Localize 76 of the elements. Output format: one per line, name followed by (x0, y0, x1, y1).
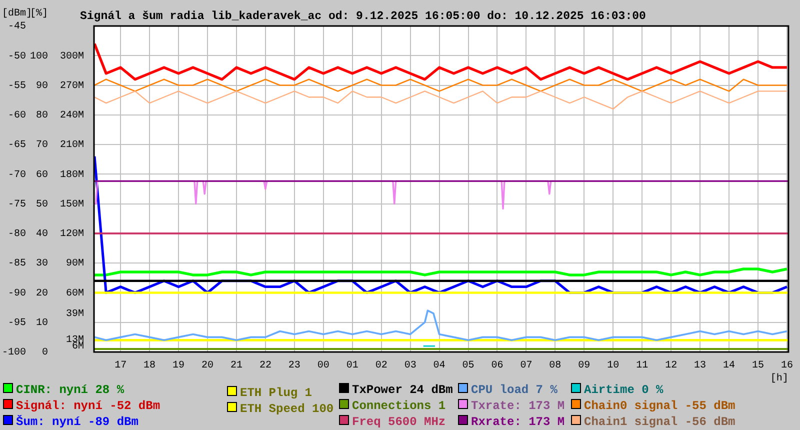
x-tick-label: 14 (723, 360, 736, 372)
y2-tick-label: 39M (66, 309, 84, 320)
x-tick-label: 03 (404, 360, 416, 372)
legend-label: Connections 1 (352, 399, 446, 413)
x-tick-label: 09 (578, 360, 590, 372)
legend-label: CPU load 7 % (471, 383, 558, 397)
y3-tick-label: 100 (30, 51, 48, 62)
y2-tick-label: 60M (66, 288, 84, 300)
y3-tick-label: 80 (36, 110, 48, 122)
y2-tick-label: 210M (60, 140, 84, 152)
x-tick-label: 06 (491, 360, 504, 372)
y-tick-label: -65 (8, 140, 26, 152)
x-tick-label: 11 (636, 360, 648, 372)
legend-label: Airtime 0 % (584, 383, 664, 397)
y3-tick-label: 20 (36, 288, 48, 300)
y2-tick-label: 90M (66, 258, 84, 270)
x-tick-label: 12 (665, 360, 678, 372)
x-tick-label: 02 (375, 360, 388, 372)
x-tick-label: 16 (780, 360, 793, 372)
x-tick-label: 18 (144, 360, 156, 372)
y-tick-label: -85 (8, 258, 26, 270)
y3-axis-title: [%] (30, 8, 48, 20)
y2-tick-label: 6M (72, 342, 84, 353)
x-tick-label: 08 (549, 360, 562, 372)
y-tick-label: -80 (8, 229, 26, 240)
x-tick-label: 10 (607, 360, 620, 372)
legend-label: TxPower 24 dBm (352, 383, 453, 397)
y3-tick-label: 10 (36, 318, 48, 330)
legend-label: Freq 5600 MHz (352, 415, 446, 429)
y3-tick-label: 30 (36, 258, 48, 270)
legend-label: Rxrate: 173 M (471, 415, 565, 429)
x-tick-label: 21 (230, 360, 242, 372)
y-tick-label: -75 (8, 199, 26, 210)
y3-tick-label: 60 (36, 170, 48, 181)
y-tick-label: -100 (2, 348, 26, 359)
x-tick-label: 15 (752, 360, 764, 372)
x-tick-label: 23 (288, 360, 300, 372)
y3-tick-label: 70 (36, 140, 48, 152)
x-tick-label: 20 (201, 360, 214, 372)
y-tick-label: -45 (8, 22, 26, 33)
legend-label: Chain1 signal -56 dBm (584, 415, 736, 429)
legend-label: Txrate: 173 M (471, 399, 565, 413)
y2-tick-label: 120M (60, 229, 84, 240)
y2-tick-label: 150M (60, 199, 84, 210)
y2-tick-label: 180M (60, 170, 84, 181)
x-tick-label: 17 (114, 360, 127, 372)
legend-label: Chain0 signal -55 dBm (584, 399, 736, 413)
y-tick-label: -70 (8, 170, 26, 181)
x-tick-label: 22 (259, 360, 272, 372)
y2-tick-label: 300M (60, 51, 84, 62)
x-tick-label: 19 (172, 360, 185, 372)
x-tick-label: 07 (520, 360, 532, 372)
y-tick-label: -90 (8, 288, 26, 300)
x-axis-title: [h] (770, 372, 788, 385)
x-tick-label: 00 (317, 360, 330, 372)
legend-label: Šum: nyní -89 dBm (16, 415, 138, 429)
y-axis-title: [dBm] (2, 8, 32, 20)
y3-tick-label: 40 (36, 229, 48, 240)
legend-label: ETH Speed 100 (240, 402, 334, 416)
x-tick-label: 05 (462, 360, 474, 372)
x-tick-label: 13 (694, 360, 706, 372)
x-tick-label: 04 (433, 360, 446, 372)
legend-label: CINR: nyní 28 % (16, 383, 124, 397)
y-tick-label: -95 (8, 318, 26, 330)
y3-tick-label: 0 (42, 348, 48, 359)
y-tick-label: -60 (8, 110, 26, 122)
chart-title: Signál a šum radia lib_kaderavek_ac od: 9.12.2025 16:05:00 do: 10.12.2025 16:03:00 (80, 10, 646, 23)
y2-tick-label: 270M (60, 80, 84, 92)
y-tick-label: -55 (8, 80, 26, 92)
y3-tick-label: 50 (36, 199, 48, 210)
y2-tick-label: 240M (60, 110, 84, 122)
legend-label: ETH Plug 1 (240, 386, 312, 400)
x-tick-label: 01 (346, 360, 358, 372)
y-tick-label: -50 (8, 51, 26, 62)
legend-label: Signál: nyní -52 dBm (16, 399, 160, 413)
y3-tick-label: 90 (36, 80, 48, 92)
